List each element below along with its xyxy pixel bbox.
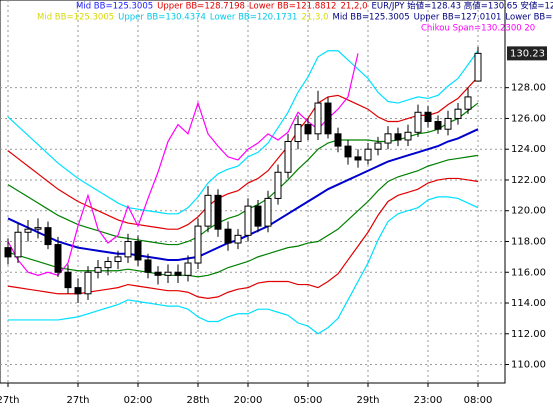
candle-body (254, 205, 262, 227)
candle-body (144, 259, 152, 273)
x-tick-label: 08:00 (464, 395, 493, 406)
candle-body (464, 96, 472, 110)
y-tick-label: 112.00 (511, 329, 546, 340)
x-tick-label: 05:00 (294, 395, 323, 406)
candle-body (224, 228, 232, 244)
plot-frame (0, 0, 506, 384)
y-tick-label: 122.00 (511, 175, 546, 186)
x-tick-label: 27th (0, 395, 19, 406)
candle-body (394, 133, 402, 141)
band-line (8, 196, 479, 335)
band-line (7, 128, 479, 261)
legend-text: 21,3,0 (301, 13, 328, 23)
candle-body (374, 142, 382, 150)
legend-text: EUR/JPY 始値=128.43 高値=130.65 安値=128.43 終値… (371, 1, 553, 12)
candle-body (4, 247, 12, 258)
candle-body (84, 271, 92, 295)
band-line (7, 76, 479, 230)
candle-body (364, 148, 372, 161)
candle-body (24, 228, 32, 233)
x-tick-label: 27th (67, 395, 90, 406)
candle-body (154, 271, 162, 276)
candle-body (384, 133, 392, 144)
candle-body (64, 271, 72, 289)
candle-body (344, 145, 352, 158)
candle-body (414, 111, 422, 133)
price-label: 130.23 (510, 48, 545, 59)
candle-body (124, 240, 132, 258)
y-tick-label: 126.00 (511, 113, 546, 124)
legend-text: Lower BB=123.5908 (505, 13, 553, 23)
candle-body (444, 117, 452, 130)
candle-body (44, 227, 52, 246)
candle-body (434, 121, 442, 130)
candle-body (134, 240, 142, 261)
legend-text: Mid BB=125.3005 (76, 2, 153, 12)
candle-body (94, 267, 102, 273)
band-line (7, 154, 479, 278)
candle-body (424, 111, 432, 123)
candle-body (244, 205, 252, 236)
candle-body (274, 171, 282, 199)
candle-body (214, 194, 222, 230)
candle-body (34, 227, 42, 230)
candle-body (184, 262, 192, 276)
candle-body (404, 131, 412, 141)
candle-body (14, 231, 22, 258)
candle-body (164, 271, 172, 276)
candle-body (314, 102, 322, 135)
y-tick-label: 124.00 (511, 144, 546, 155)
candle-body (284, 141, 292, 173)
candle-body (354, 156, 362, 161)
x-tick-label: 20:00 (234, 395, 263, 406)
legend-text: Lower BB=120.1731 (210, 13, 298, 23)
legend-text: Lower BB=121.8812 (249, 2, 337, 12)
candle-body (324, 102, 332, 135)
legend-text: Mid BB=125.3005 (332, 13, 409, 23)
y-tick-label: 120.00 (511, 206, 546, 217)
legend-text: 21,2,0 (340, 2, 367, 12)
legend-text: Chikou Span=130.2300 20 (421, 24, 535, 34)
y-tick-label: 118.00 (511, 236, 546, 247)
x-tick-label: 29th (357, 395, 380, 406)
legend-text: Upper BB=127.0101 (414, 13, 502, 23)
x-tick-label: 02:00 (124, 395, 153, 406)
legend-text: Upper BB=130.4374 (118, 13, 206, 23)
candle-body (234, 234, 242, 244)
price-box (507, 46, 547, 61)
candle-body (334, 133, 342, 147)
candle-body (104, 260, 112, 269)
candle-body (294, 124, 302, 143)
y-tick-label: 114.00 (511, 298, 546, 309)
x-tick-label: 23:00 (414, 395, 443, 406)
candle-body (454, 108, 462, 119)
y-tick-label: 116.00 (511, 267, 546, 278)
candle-body (74, 287, 82, 295)
x-tick-label: 28th (187, 395, 210, 406)
candle-body (194, 225, 202, 264)
candle-body (174, 271, 182, 276)
legend-text: Upper BB=128.7198 (157, 2, 245, 12)
candle-body (114, 256, 122, 262)
candle-body (474, 52, 482, 82)
candle-body (54, 244, 62, 273)
band-line (7, 53, 359, 277)
candle-body (264, 197, 272, 227)
y-tick-label: 110.00 (511, 360, 546, 371)
legend-text: Mid BB=125.3005 (37, 13, 114, 23)
band-line (7, 50, 479, 215)
y-tick-label: 128.00 (511, 83, 546, 94)
candle-body (304, 124, 312, 135)
candle-body (204, 194, 212, 227)
